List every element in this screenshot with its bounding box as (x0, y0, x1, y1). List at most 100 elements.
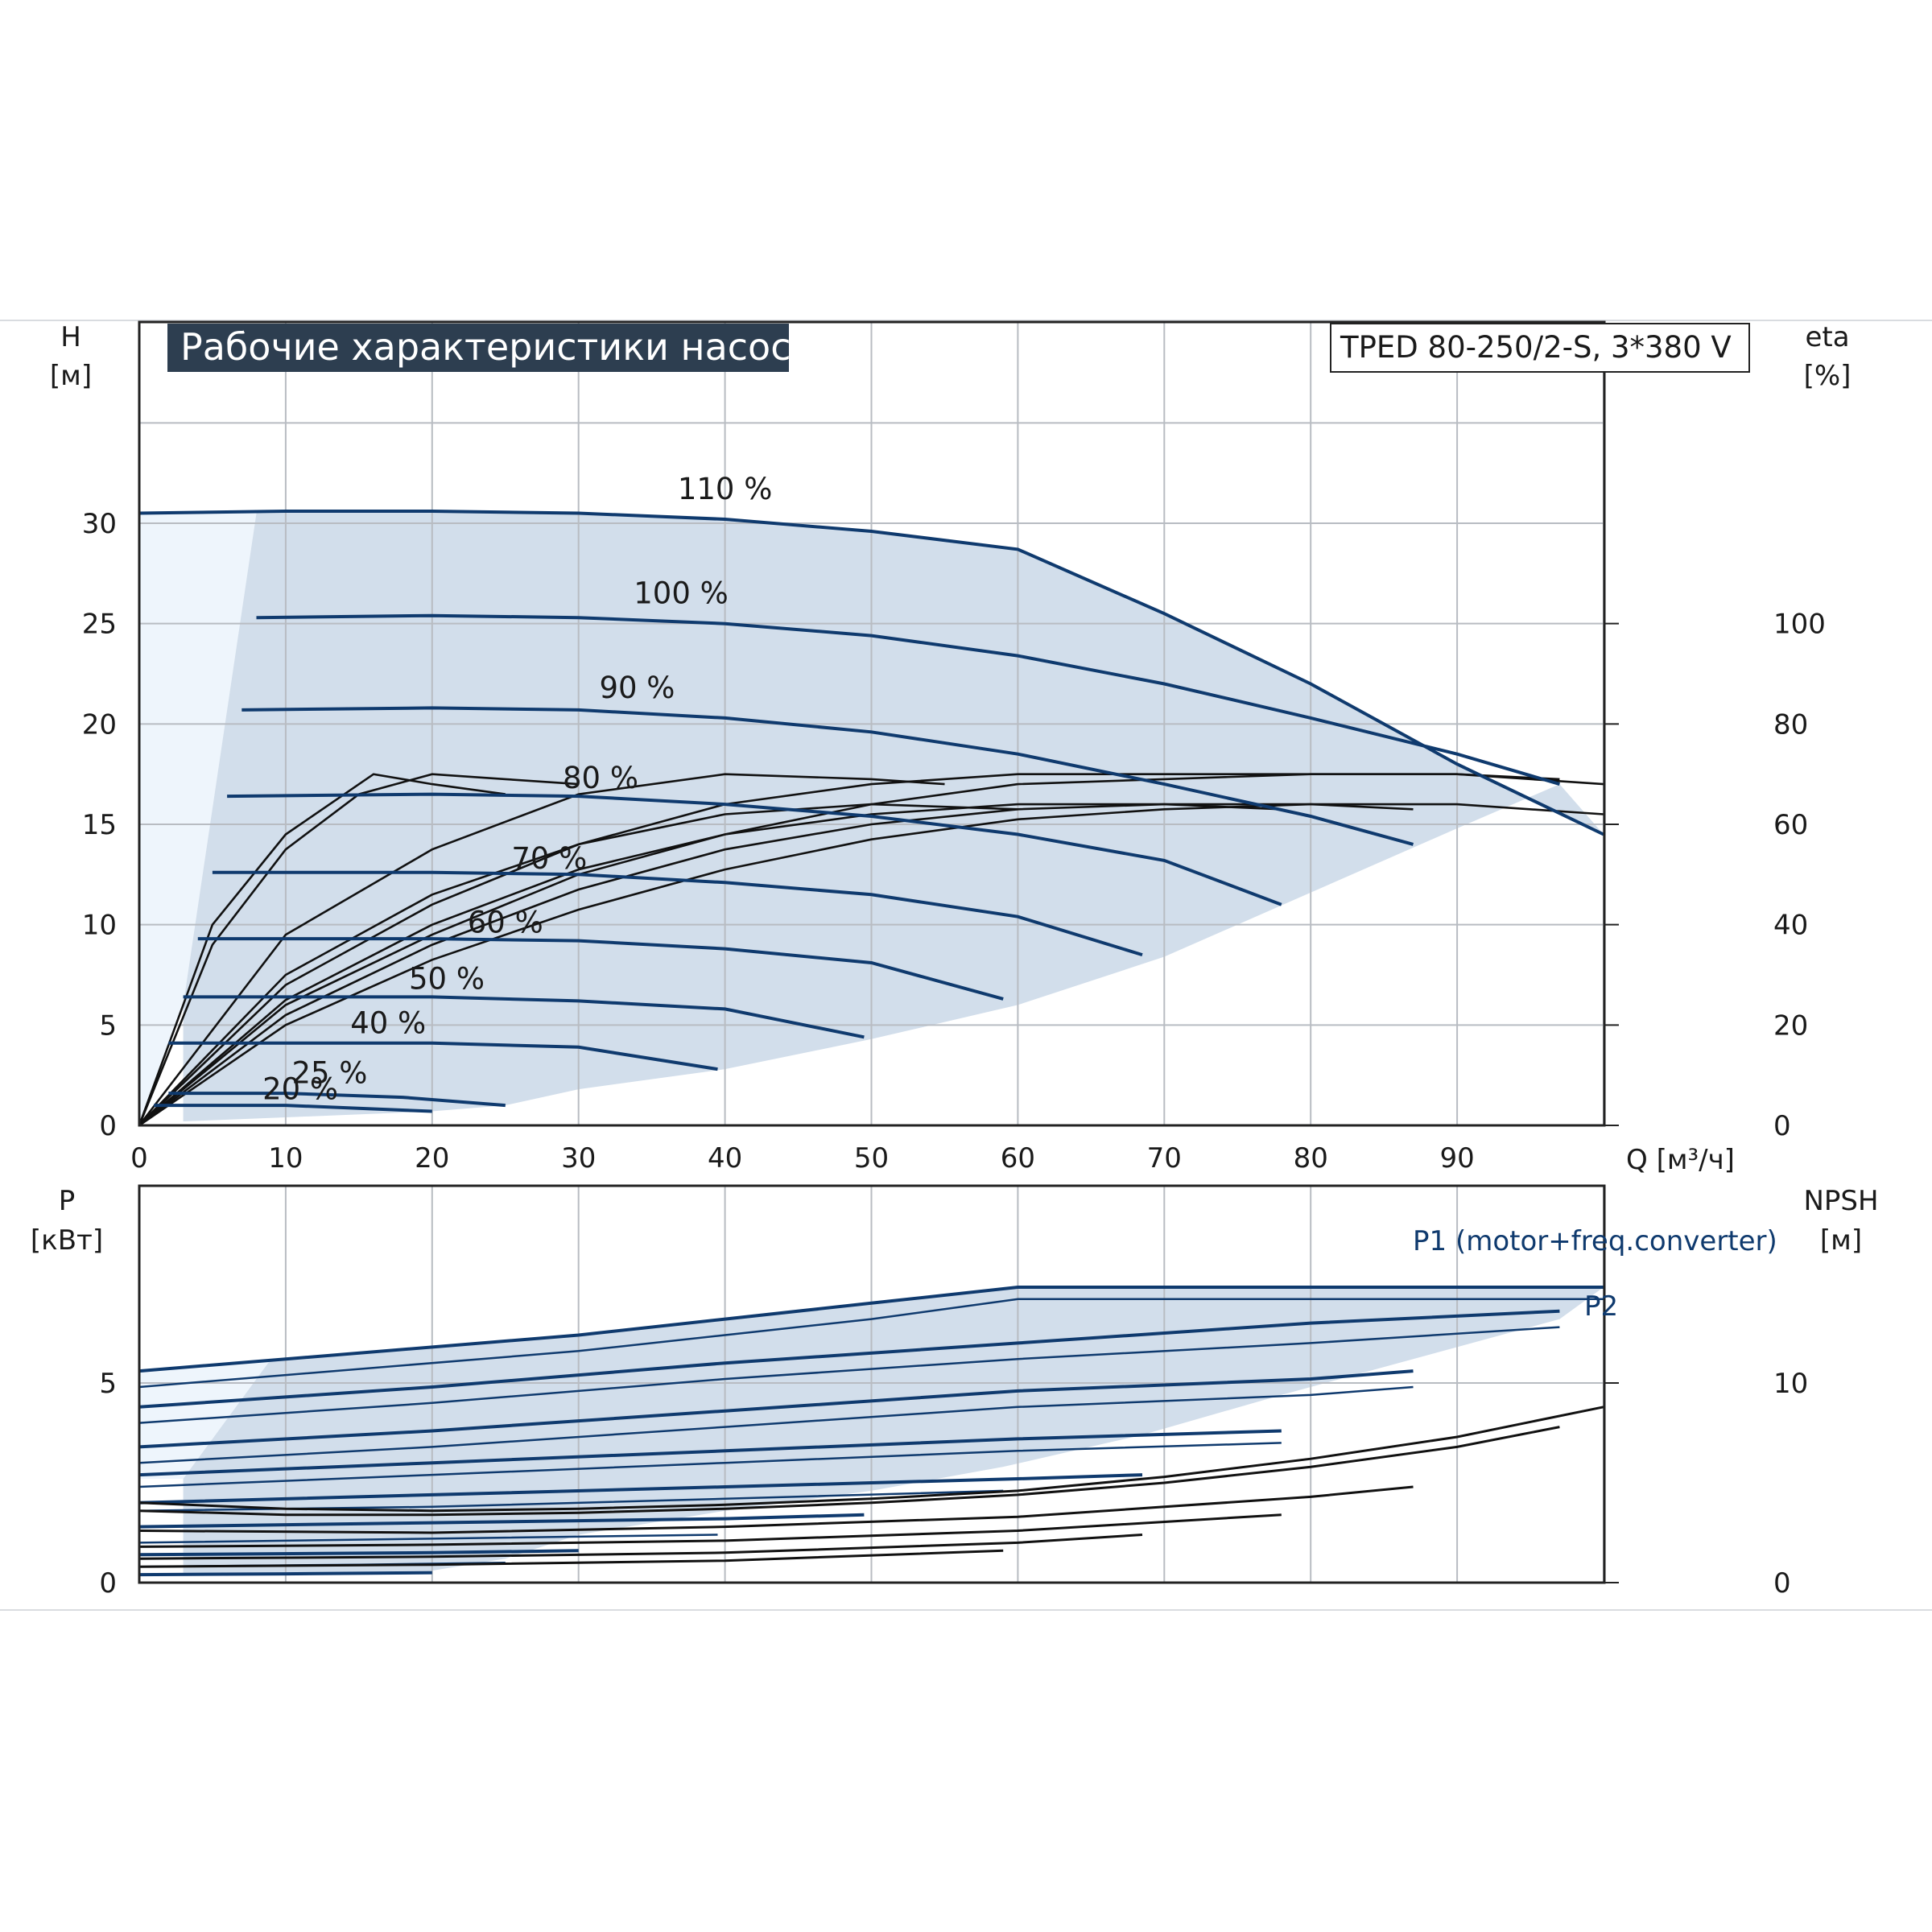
flow-tick-label: 80 (1294, 1142, 1328, 1174)
title-banner (167, 324, 789, 372)
eta-tick-label: 0 (1773, 1110, 1791, 1142)
eta-axis-label: eta (1805, 321, 1849, 353)
power-curve (138, 1309, 1560, 1409)
speed-curve-label: 40 % (350, 1005, 426, 1040)
head-tick-label: 20 (82, 708, 117, 741)
power-tick-label: 0 (99, 1567, 117, 1600)
operating-range-band (183, 511, 1604, 1122)
eta-tick-label: 20 (1773, 1009, 1808, 1042)
npsh-curve (138, 1426, 1560, 1517)
flow-tick-label: 10 (268, 1142, 303, 1174)
flow-axis-label: Q [м³/ч] (1626, 1144, 1735, 1176)
speed-curve-label: 100 % (634, 576, 729, 611)
speed-curve-label: 20 % (262, 1072, 338, 1107)
speed-curve (183, 995, 865, 1039)
head-efficiency-panel: 110 %100 %90 %80 %70 %60 %50 %40 %25 %20… (82, 320, 1826, 1174)
flow-tick-label: 70 (1147, 1142, 1182, 1174)
speed-curve (197, 937, 1004, 1001)
power-curve (138, 1369, 1414, 1449)
flow-tick-label: 90 (1439, 1142, 1474, 1174)
flow-tick-label: 30 (561, 1142, 596, 1174)
power-axis-unit: [кВт] (31, 1224, 103, 1257)
speed-curve (168, 1092, 506, 1108)
head-plot-frame (138, 320, 1606, 1127)
speed-curves: 110 % 100 % 90 % 80 % 70 % 60 % 50 % 40 % 25 %20… (138, 472, 1604, 1113)
power-curve (138, 1385, 1414, 1464)
efficiency-curve (138, 803, 1414, 1127)
efficiency-curve (138, 773, 506, 1126)
power-curve (138, 1549, 579, 1557)
power-grid (139, 1186, 1604, 1583)
head-tick-label: 15 (82, 809, 117, 841)
speed-curve (138, 510, 1604, 836)
efficiency-curves (138, 773, 1604, 1127)
flow-tick-label: 60 (1001, 1142, 1035, 1174)
head-axis-label: H (60, 321, 81, 353)
speed-curve (168, 1041, 718, 1071)
flow-tick-label: 0 (130, 1142, 148, 1174)
speed-curve-label: 110 % (678, 472, 773, 506)
flow-tick-label: 40 (708, 1142, 742, 1174)
power-axis-label: P (59, 1185, 76, 1217)
head-tick-label: 25 (82, 609, 117, 641)
power-curve (138, 1326, 1560, 1424)
speed-curve-label: 25 % (291, 1056, 367, 1091)
speed-curve (212, 870, 1143, 957)
power-curve (138, 1513, 865, 1529)
power-curve (138, 1286, 1604, 1373)
npsh-curve (138, 1534, 1143, 1560)
eta-tick-label: 60 (1773, 809, 1808, 841)
model-label: TPED 80-250/2-S, 3*380 V (1340, 330, 1732, 365)
power-curve (138, 1473, 1143, 1505)
power-axis-ticks: 0 5 0 10 (99, 1368, 1808, 1600)
eta-tick-label: 100 (1773, 609, 1826, 641)
npsh-axis-unit: [м] (1820, 1224, 1862, 1257)
npsh-axis-label: NPSH (1803, 1185, 1878, 1217)
power-curve (138, 1534, 718, 1544)
speed-curve (227, 792, 1282, 906)
flow-tick-label: 50 (854, 1142, 889, 1174)
eta-tick-label: 80 (1773, 708, 1808, 741)
power-curve (138, 1571, 432, 1577)
power-tick-label: 5 (99, 1368, 117, 1400)
eta-axis-unit: [%] (1804, 360, 1852, 392)
flow-tick-label: 20 (415, 1142, 449, 1174)
head-axis-unit: [м] (50, 360, 92, 392)
speed-curve-label: 90 % (599, 671, 675, 705)
head-tick-label: 10 (82, 910, 117, 942)
npsh-curves (138, 1406, 1604, 1568)
npsh-tick-label: 10 (1773, 1368, 1808, 1400)
page-title: Рабочие характеристики насоса (180, 325, 814, 369)
npsh-curve (138, 1485, 1414, 1534)
speed-curve (242, 706, 1414, 846)
light-band (139, 513, 257, 1125)
head-axis-ticks: 0 5 10 15 20 25 30 0 20 40 60 80 100 0 10 20 30 40 50 60 70 8… (82, 508, 1826, 1174)
efficiency-curve (138, 803, 1604, 1127)
power-operating-band (183, 1286, 1604, 1575)
power-curve (138, 1429, 1282, 1477)
efficiency-curve (138, 773, 1604, 1126)
efficiency-curve (138, 773, 945, 1126)
model-box (1330, 323, 1750, 373)
speed-curve-label: 50 % (409, 961, 485, 996)
power-npsh-panel: 0 5 0 10 (99, 1184, 1808, 1600)
head-tick-label: 0 (99, 1110, 117, 1142)
power-curve (138, 1298, 1604, 1389)
eta-tick-label: 40 (1773, 910, 1808, 942)
speed-curve-label: 70 % (511, 841, 587, 876)
power-plot-frame (138, 1184, 1606, 1584)
operating-range-bands (139, 511, 1604, 1125)
speed-curve (154, 1104, 432, 1113)
head-tick-label: 5 (99, 1009, 117, 1042)
speed-curve-label: 80 % (563, 761, 638, 795)
npsh-curve (138, 1406, 1604, 1513)
speed-curve-label: 60 % (468, 906, 543, 940)
npsh-tick-label: 0 (1773, 1567, 1791, 1600)
p1-series-label: P1 (motor+freq.converter) (1413, 1225, 1777, 1257)
head-tick-label: 30 (82, 508, 117, 540)
p2-series-label: P2 (1584, 1290, 1618, 1323)
npsh-curve (138, 1549, 1004, 1568)
npsh-curve (138, 1513, 1282, 1548)
power-curve (138, 1442, 1282, 1488)
